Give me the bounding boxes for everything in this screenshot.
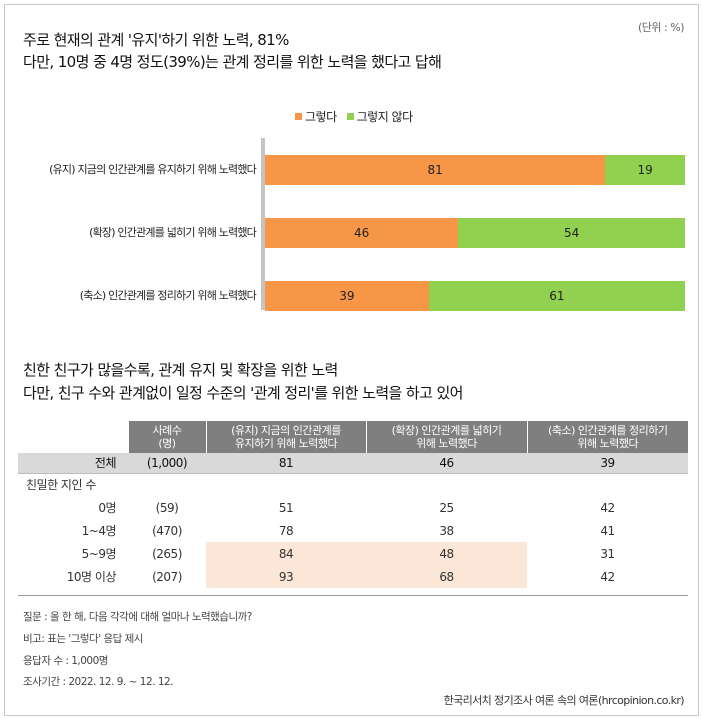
legend-swatch-no <box>346 113 354 120</box>
row-expand: 25 <box>439 500 454 515</box>
table-subheader: 친밀한 지인 수 <box>26 478 96 493</box>
chart-title-line2: 다만, 10명 중 4명 정도(39%)는 관계 정리를 위한 노력을 했다고 … <box>23 53 442 71</box>
report-frame: (단위 : %) 주로 현재의 관계 '유지'하기 위한 노력, 81% 다만,… <box>4 4 699 716</box>
chart-title-line1: 주로 현재의 관계 '유지'하기 위한 노력, 81% <box>23 31 289 49</box>
bar-row: (확장) 인간관계를 넓히기 위해 노력했다 46 54 <box>5 218 700 248</box>
table-row: 10명 이상 (207) 93 68 42 <box>18 565 688 588</box>
source-credit: 한국리서치 정기조사 여론 속의 여론(hrcopinion.co.kr) <box>443 694 685 707</box>
legend-label-no: 그렇지 않다 <box>356 110 414 124</box>
note-question: 질문 : 올 한 해, 다음 각각에 대해 얼마나 노력했습니까? <box>23 611 252 623</box>
bar-segment-yes: 39 <box>265 281 429 311</box>
note-remark: 비고: 표는 '그렇다' 응답 제시 <box>23 633 143 645</box>
row-label: 10명 이상 <box>66 570 117 584</box>
bar-category-label: (유지) 지금의 인간관계를 유지하기 위해 노력했다 <box>49 163 257 176</box>
table-subheader-row: 친밀한 지인 수 <box>18 473 688 496</box>
total-label: 전체 <box>18 453 128 474</box>
row-label: 1~4명 <box>81 524 117 538</box>
row-expand: 68 <box>366 565 527 588</box>
table-bottom-line <box>18 595 688 596</box>
table-row: 1~4명 (470) 78 38 41 <box>18 519 688 542</box>
bar-segment-no: 54 <box>458 218 685 248</box>
results-table: 사례수 (명) (유지) 지금의 인간관계를 유지하기 위해 노력했다 (확장)… <box>18 421 688 588</box>
row-n: (207) <box>152 569 182 584</box>
table-row-total: 전체 (1,000) 81 46 39 <box>18 453 688 474</box>
bar-segment-no: 19 <box>605 155 685 185</box>
table-header-reduce: (축소) 인간관계를 정리하기 위해 노력했다 <box>526 421 688 453</box>
legend-swatch-yes <box>295 113 302 120</box>
table-header-blank <box>18 421 128 453</box>
total-maintain: 81 <box>206 453 366 474</box>
stacked-bar-chart: (유지) 지금의 인간관계를 유지하기 위해 노력했다 81 19 (확장) 인간관계… <box>5 133 700 313</box>
bar-segment-yes: 81 <box>265 155 606 185</box>
total-expand: 46 <box>366 453 527 474</box>
legend-item-yes: 그렇다 <box>295 108 337 125</box>
row-n: (59) <box>155 500 179 515</box>
bar-category-label: (확장) 인간관계를 넓히기 위해 노력했다 <box>89 226 257 239</box>
row-reduce: 31 <box>600 546 615 561</box>
row-expand: 38 <box>439 523 454 538</box>
row-reduce: 42 <box>600 500 615 515</box>
table-header-row: 사례수 (명) (유지) 지금의 인간관계를 유지하기 위해 노력했다 (확장)… <box>18 421 688 453</box>
legend-item-no: 그렇지 않다 <box>346 108 414 125</box>
legend: 그렇다 그렇지 않다 <box>295 108 413 125</box>
bar-category-label: (축소) 인간관계를 정리하기 위해 노력했다 <box>79 289 257 302</box>
table-header-expand: (확장) 인간관계를 넓히기 위해 노력했다 <box>365 421 527 453</box>
row-expand: 48 <box>366 542 527 565</box>
table-header-maintain: (유지) 지금의 인간관계를 유지하기 위해 노력했다 <box>205 421 366 453</box>
table-row: 0명 (59) 51 25 42 <box>18 496 688 519</box>
row-reduce: 41 <box>600 523 615 538</box>
row-reduce: 42 <box>600 569 615 584</box>
total-n: (1,000) <box>128 453 206 474</box>
row-label: 5~9명 <box>81 547 117 561</box>
row-maintain: 84 <box>206 542 366 565</box>
bar-segment-yes: 46 <box>265 218 459 248</box>
table-title-line2: 다만, 친구 수와 관계없이 일정 수준의 '관계 정리'를 위한 노력을 하고… <box>23 384 463 402</box>
table-title-line1: 친한 친구가 많을수록, 관계 유지 및 확장을 위한 노력 <box>23 361 338 379</box>
note-respondents: 응답자 수 : 1,000명 <box>23 655 108 667</box>
row-maintain: 78 <box>278 523 294 538</box>
bar-row: (축소) 인간관계를 정리하기 위해 노력했다 39 61 <box>5 281 700 311</box>
table-header-n: 사례수 (명) <box>127 421 206 453</box>
row-label: 0명 <box>98 501 116 515</box>
unit-label: (단위 : %) <box>638 21 684 34</box>
table-row: 5~9명 (265) 84 48 31 <box>18 542 688 565</box>
total-reduce: 39 <box>527 453 688 474</box>
bar-row: (유지) 지금의 인간관계를 유지하기 위해 노력했다 81 19 <box>5 155 700 185</box>
legend-label-yes: 그렇다 <box>305 110 337 124</box>
row-n: (470) <box>152 523 182 538</box>
note-period: 조사기간 : 2022. 12. 9. ~ 12. 12. <box>23 676 174 688</box>
bar-segment-no: 61 <box>428 281 685 311</box>
row-n: (265) <box>152 546 182 561</box>
row-maintain: 93 <box>206 565 366 588</box>
row-maintain: 51 <box>278 500 294 515</box>
category-axis <box>261 138 265 310</box>
